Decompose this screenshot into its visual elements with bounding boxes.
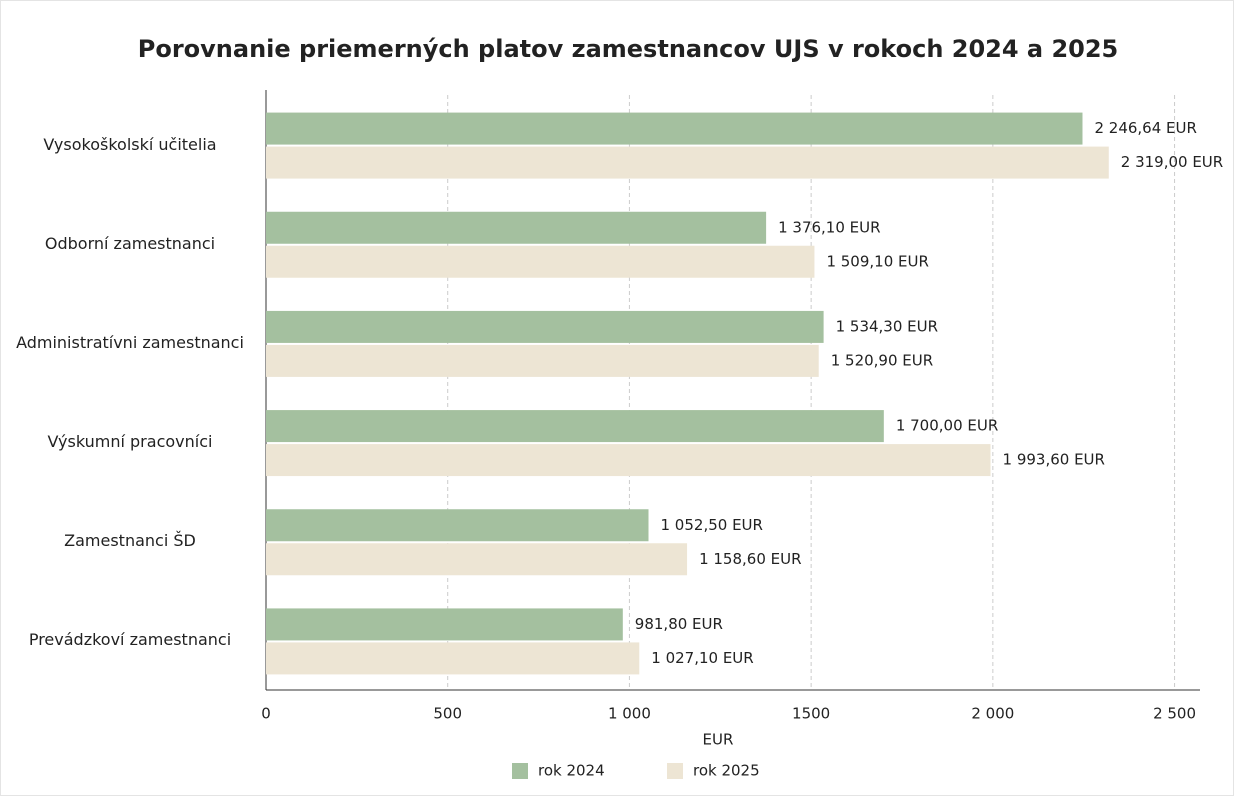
data-label: 1 520,90 EUR — [831, 351, 933, 369]
chart-title: Porovnanie priemerných platov zamestnanc… — [138, 35, 1119, 63]
data-label: 1 376,10 EUR — [778, 218, 880, 236]
bar — [266, 444, 991, 477]
legend-swatch — [667, 763, 683, 779]
legend-swatch — [512, 763, 528, 779]
x-tick-label: 500 — [433, 705, 462, 723]
x-tick-label: 0 — [261, 705, 271, 723]
bar — [266, 245, 815, 278]
bar — [266, 112, 1083, 145]
y-tick-label: Odborní zamestnanci — [44, 233, 216, 253]
data-label: 2 246,64 EUR — [1094, 119, 1196, 137]
bar — [266, 642, 640, 675]
y-tick-label: Výskumní pracovníci — [47, 432, 213, 452]
bar — [266, 211, 767, 244]
bar — [266, 543, 688, 576]
y-tick-label: Zamestnanci ŠD — [64, 531, 196, 551]
x-tick-label: 2 500 — [1153, 705, 1196, 723]
bar — [266, 146, 1109, 179]
x-tick-label: 1 000 — [608, 705, 651, 723]
y-tick-label: Vysokoškolskí učitelia — [43, 134, 217, 154]
data-label: 1 700,00 EUR — [896, 417, 998, 435]
bar — [266, 410, 884, 443]
x-tick-label: 1500 — [792, 705, 830, 723]
y-tick-label: Administratívni zamestnanci — [16, 332, 244, 352]
data-label: 1 158,60 EUR — [699, 550, 801, 568]
y-tick-label: Prevádzkoví zamestnanci — [28, 630, 232, 650]
data-label: 1 509,10 EUR — [826, 252, 928, 270]
legend-label: rok 2024 — [538, 762, 605, 780]
x-axis-label: EUR — [703, 731, 734, 749]
data-label: 1 027,10 EUR — [651, 649, 753, 667]
bar — [266, 344, 819, 377]
data-label: 1 993,60 EUR — [1003, 451, 1105, 469]
data-label: 981,80 EUR — [635, 615, 723, 633]
bar — [266, 608, 623, 641]
bar — [266, 509, 649, 542]
legend-label: rok 2025 — [693, 762, 760, 780]
data-label: 1 534,30 EUR — [836, 317, 938, 335]
data-label: 2 319,00 EUR — [1121, 153, 1223, 171]
x-tick-label: 2 000 — [971, 705, 1014, 723]
bar — [266, 310, 824, 343]
data-label: 1 052,50 EUR — [661, 516, 763, 534]
